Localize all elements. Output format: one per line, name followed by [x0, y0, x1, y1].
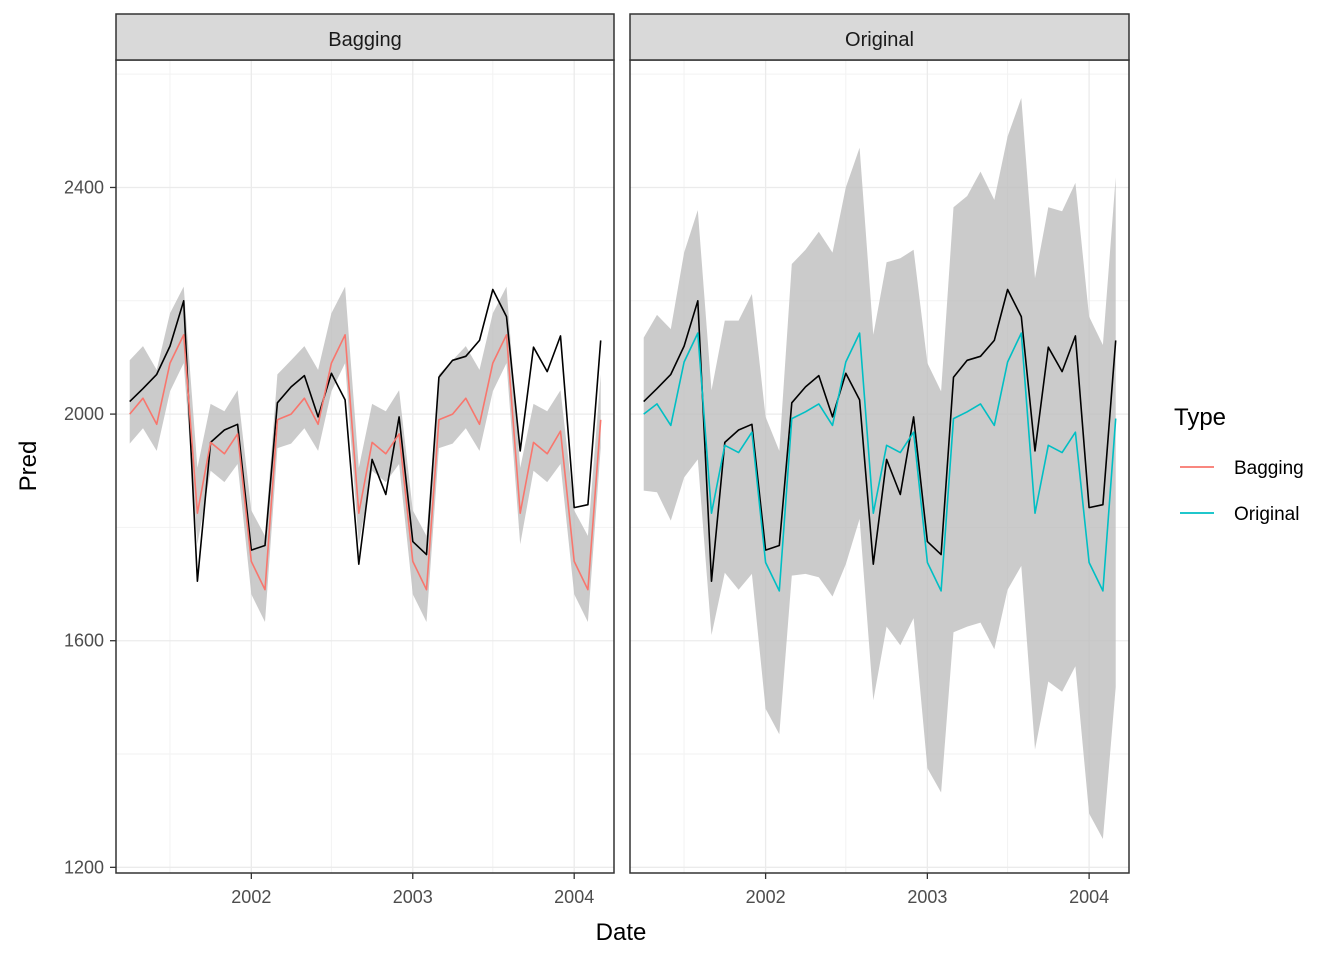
y-tick-label: 2400 — [64, 177, 104, 197]
facet-panels: Bagging Original — [115, 13, 1130, 874]
legend: Type Bagging Original — [1174, 404, 1304, 525]
y-tick-label: 1600 — [64, 631, 104, 651]
x-tick-label: 2004 — [1069, 887, 1109, 907]
legend-label-bagging: Bagging — [1234, 458, 1304, 479]
x-tick-label: 2002 — [746, 887, 786, 907]
legend-label-original: Original — [1234, 504, 1299, 525]
x-axis: 2002 2003 2004 2002 2003 2004 — [231, 873, 1109, 907]
y-tick-label: 2000 — [64, 404, 104, 424]
facet-strip — [629, 13, 1130, 61]
y-axis-title: Pred — [15, 441, 42, 492]
confidence-ribbon — [129, 286, 601, 622]
prediction-line-bagging — [129, 333, 602, 591]
facet-strip-label: Bagging — [328, 29, 401, 51]
confidence-ribbon — [643, 98, 1116, 839]
facet-panel-original: Original — [629, 13, 1130, 874]
x-axis-title: Date — [596, 919, 647, 946]
facet-strip-label: Original — [845, 29, 914, 51]
facet-strip — [115, 13, 615, 61]
x-tick-label: 2004 — [554, 887, 594, 907]
prediction-line-original — [643, 332, 1117, 592]
x-tick-label: 2003 — [393, 887, 433, 907]
legend-title: Type — [1174, 404, 1226, 431]
x-tick-label: 2003 — [907, 887, 947, 907]
actual-line — [129, 288, 602, 583]
y-tick-label: 1200 — [64, 857, 104, 877]
facet-panel-bagging: Bagging — [115, 13, 615, 874]
x-tick-label: 2002 — [231, 887, 271, 907]
y-axis: 1200 1600 2000 2400 — [64, 177, 116, 877]
actual-line — [643, 288, 1117, 583]
